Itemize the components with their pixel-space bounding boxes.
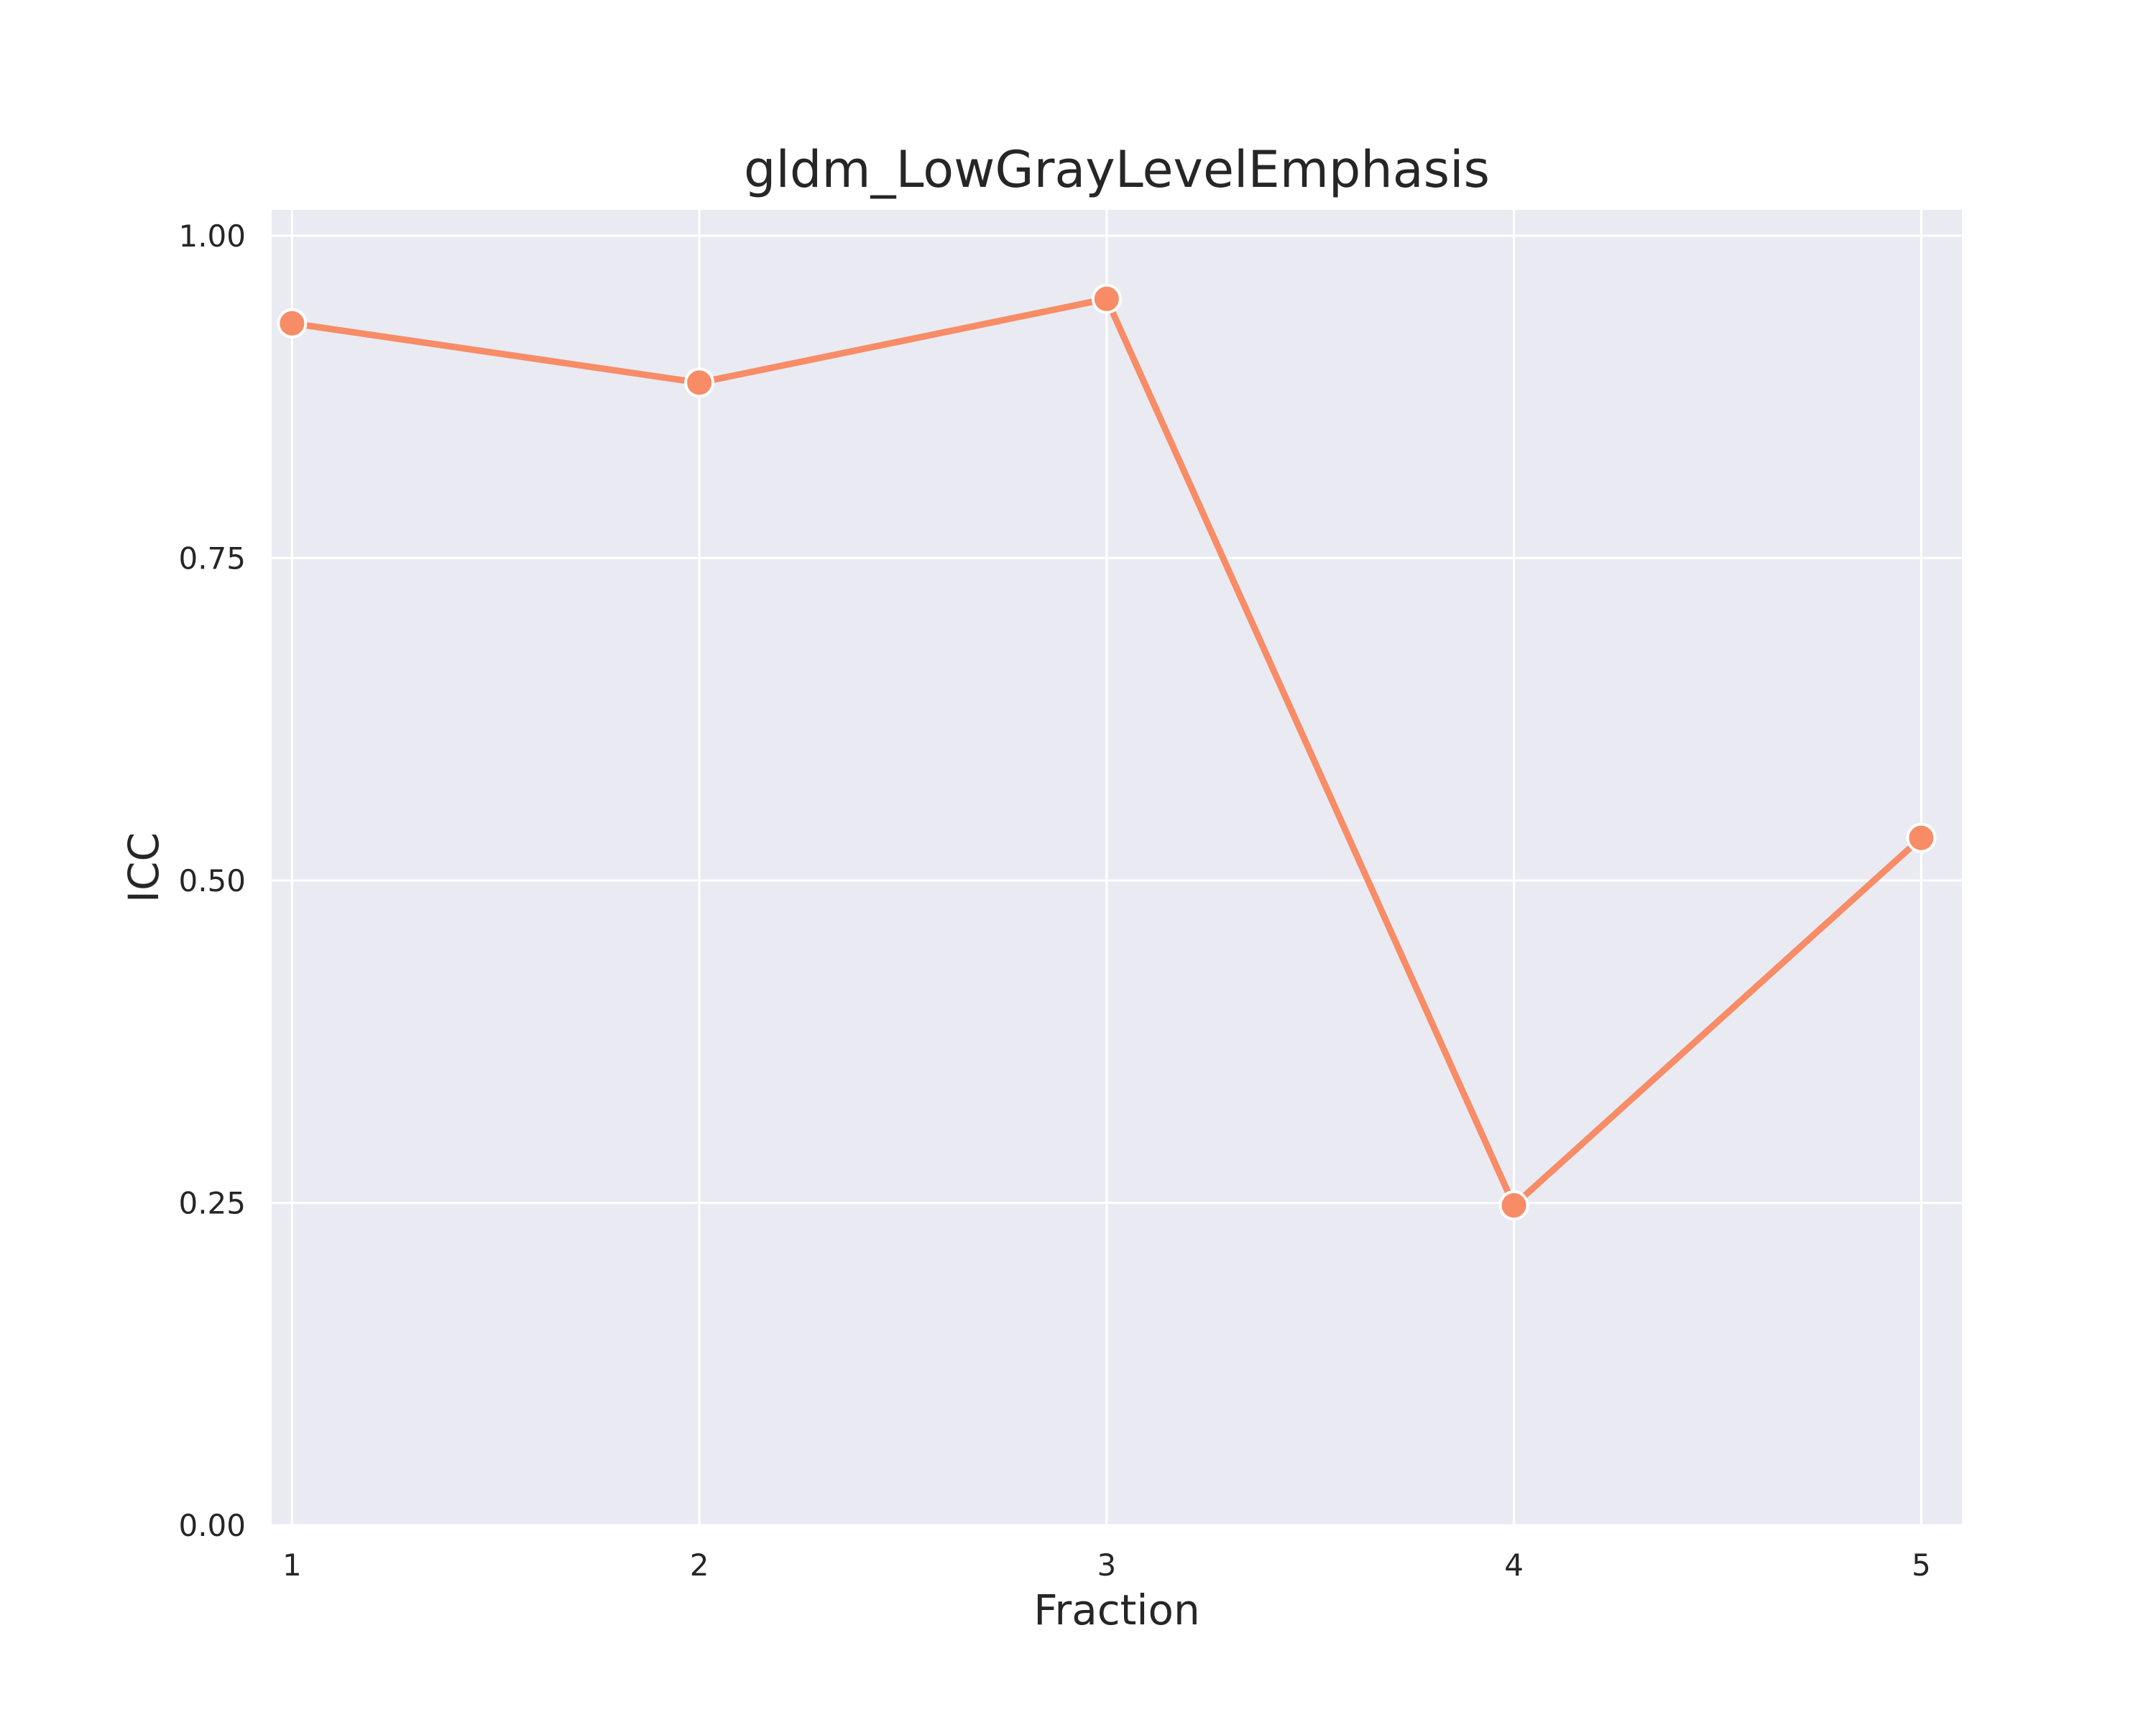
x-axis-title: Fraction (1033, 1586, 1200, 1634)
x-tick-label: 4 (1504, 1547, 1524, 1583)
y-tick-label: 0.50 (178, 863, 246, 898)
x-tick-label: 1 (282, 1547, 302, 1583)
y-tick-label: 1.00 (178, 218, 246, 254)
tick-labels: 0.00 0.25 0.50 0.75 1.00 1 2 3 4 5 (178, 218, 1930, 1583)
data-point (1091, 283, 1122, 314)
x-tick-label: 3 (1097, 1547, 1116, 1583)
chart-title: gldm_LowGrayLevelEmphasis (744, 140, 1490, 199)
x-tick-label: 2 (690, 1547, 709, 1583)
y-tick-label: 0.00 (178, 1508, 246, 1543)
x-tick-label: 5 (1912, 1547, 1931, 1583)
plot-area (272, 210, 1962, 1525)
data-point (684, 367, 715, 398)
y-tick-label: 0.75 (178, 540, 246, 576)
data-point (277, 308, 308, 339)
data-point (1906, 822, 1937, 853)
data-point (1498, 1190, 1529, 1221)
y-tick-label: 0.25 (178, 1185, 246, 1220)
grid-lines (272, 210, 1962, 1527)
series-layer (277, 283, 1937, 1221)
y-axis-title: ICC (119, 832, 168, 903)
